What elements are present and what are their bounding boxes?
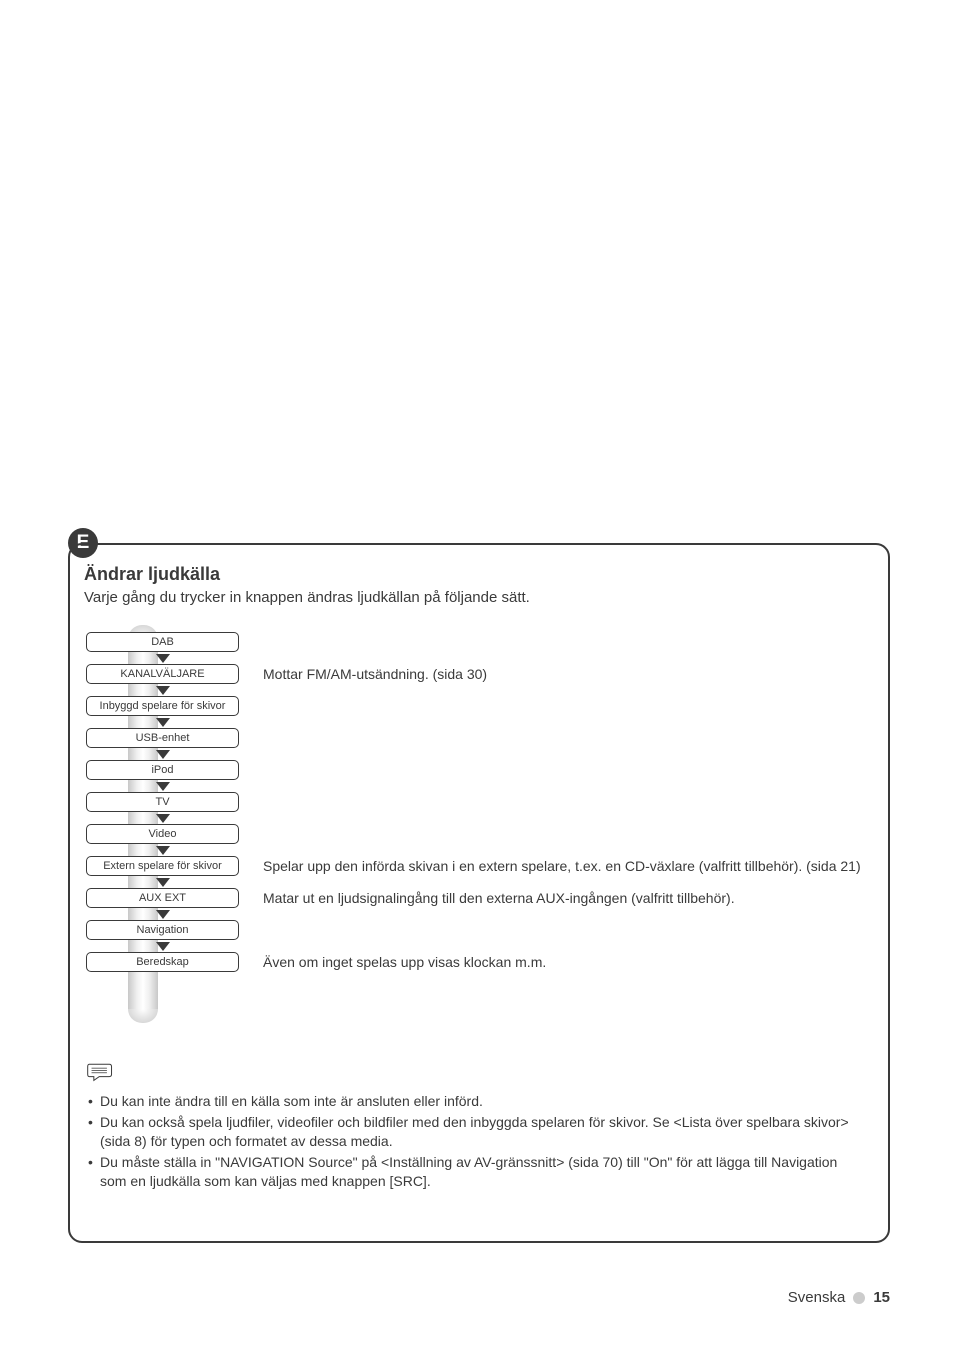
flow-node-video: Video bbox=[86, 824, 239, 844]
flow-node-ipod: iPod bbox=[86, 760, 239, 780]
footer-page-number: 15 bbox=[873, 1289, 890, 1306]
note-item: Du måste ställa in "NAVIGATION Source" p… bbox=[86, 1153, 866, 1191]
arrow-down-icon bbox=[156, 782, 170, 791]
flow-diagram: DAB KANALVÄLJARE Mottar FM/AM-utsändning… bbox=[86, 632, 866, 972]
arrow-down-icon bbox=[156, 910, 170, 919]
arrow-down-icon bbox=[156, 846, 170, 855]
note-item: Du kan också spela ljudfiler, videofiler… bbox=[86, 1113, 866, 1151]
arrow-down-icon bbox=[156, 878, 170, 887]
note-item: Du kan inte ändra till en källa som inte… bbox=[86, 1092, 866, 1111]
flow-node-standby: Beredskap bbox=[86, 952, 239, 972]
arrow-down-icon bbox=[156, 654, 170, 663]
section-heading: Ändrar ljudkälla bbox=[84, 564, 220, 585]
arrow-down-icon bbox=[156, 814, 170, 823]
note-icon bbox=[86, 1062, 114, 1082]
flow-desc: Även om inget spelas upp visas klockan m… bbox=[263, 954, 866, 971]
flow-node-tuner: KANALVÄLJARE bbox=[86, 664, 239, 684]
page-footer: Svenska 15 bbox=[788, 1289, 890, 1306]
section-subheading: Varje gång du trycker in knappen ändras … bbox=[84, 589, 530, 606]
arrow-down-icon bbox=[156, 942, 170, 951]
flow-node-usb: USB-enhet bbox=[86, 728, 239, 748]
notes-list: Du kan inte ändra till en källa som inte… bbox=[86, 1092, 866, 1193]
arrow-down-icon bbox=[156, 686, 170, 695]
flow-node-aux: AUX EXT bbox=[86, 888, 239, 908]
flow-desc: Mottar FM/AM-utsändning. (sida 30) bbox=[263, 666, 866, 683]
flow-desc: Spelar upp den införda skivan i en exter… bbox=[263, 858, 866, 875]
footer-language: Svenska bbox=[788, 1289, 846, 1306]
arrow-down-icon bbox=[156, 750, 170, 759]
flow-node-disc: Inbyggd spelare för skivor bbox=[86, 696, 239, 716]
flow-desc: Matar ut en ljudsignalingång till den ex… bbox=[263, 890, 866, 907]
flow-node-navigation: Navigation bbox=[86, 920, 239, 940]
flow-node-extern: Extern spelare för skivor bbox=[86, 856, 239, 876]
flow-node-dab: DAB bbox=[86, 632, 239, 652]
footer-dot-icon bbox=[853, 1292, 865, 1304]
arrow-down-icon bbox=[156, 718, 170, 727]
flow-node-tv: TV bbox=[86, 792, 239, 812]
